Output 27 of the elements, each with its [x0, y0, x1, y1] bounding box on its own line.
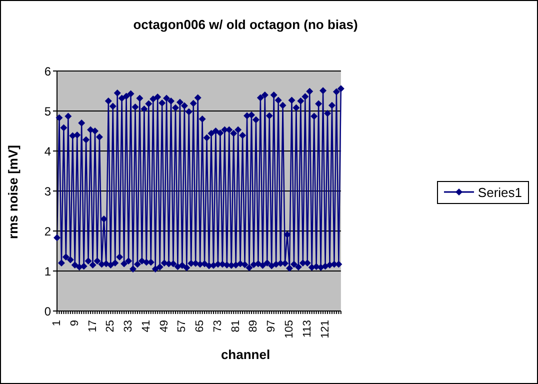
x-tick-label: 89: [248, 320, 260, 332]
x-tick-label: 105: [284, 320, 296, 338]
x-tick-label: 1: [51, 320, 63, 326]
y-tick-label: 6: [44, 64, 52, 78]
x-tick-label: 121: [319, 320, 332, 338]
y-tick-label: 4: [44, 144, 52, 158]
x-tick-label: 113: [301, 320, 314, 338]
x-tick-label: 41: [140, 320, 152, 332]
x-tick-label: 81: [230, 320, 242, 332]
y-tick-label: 2: [44, 224, 52, 238]
x-tick-label: 65: [194, 320, 206, 332]
x-tick-label: 25: [104, 320, 117, 332]
y-tick-label: 3: [44, 184, 52, 198]
y-tick-label: 0: [44, 304, 52, 318]
y-axis-title: rms noise [mV]: [6, 145, 20, 239]
x-tick-label: 73: [212, 320, 224, 332]
x-tick-label: 49: [158, 320, 170, 332]
x-tick-label: 33: [122, 320, 135, 332]
x-tick-label: 57: [176, 320, 188, 332]
x-tick-label: 97: [266, 320, 278, 332]
chart-title: octagon006 w/ old octagon (no bias): [132, 17, 359, 32]
legend-label: Series1: [478, 184, 522, 200]
x-axis-title: channel: [220, 347, 272, 362]
y-tick-label: 1: [44, 264, 52, 278]
y-tick-label: 5: [44, 104, 52, 118]
x-tick-label: 9: [68, 320, 81, 326]
x-tick-label: 17: [86, 320, 99, 332]
